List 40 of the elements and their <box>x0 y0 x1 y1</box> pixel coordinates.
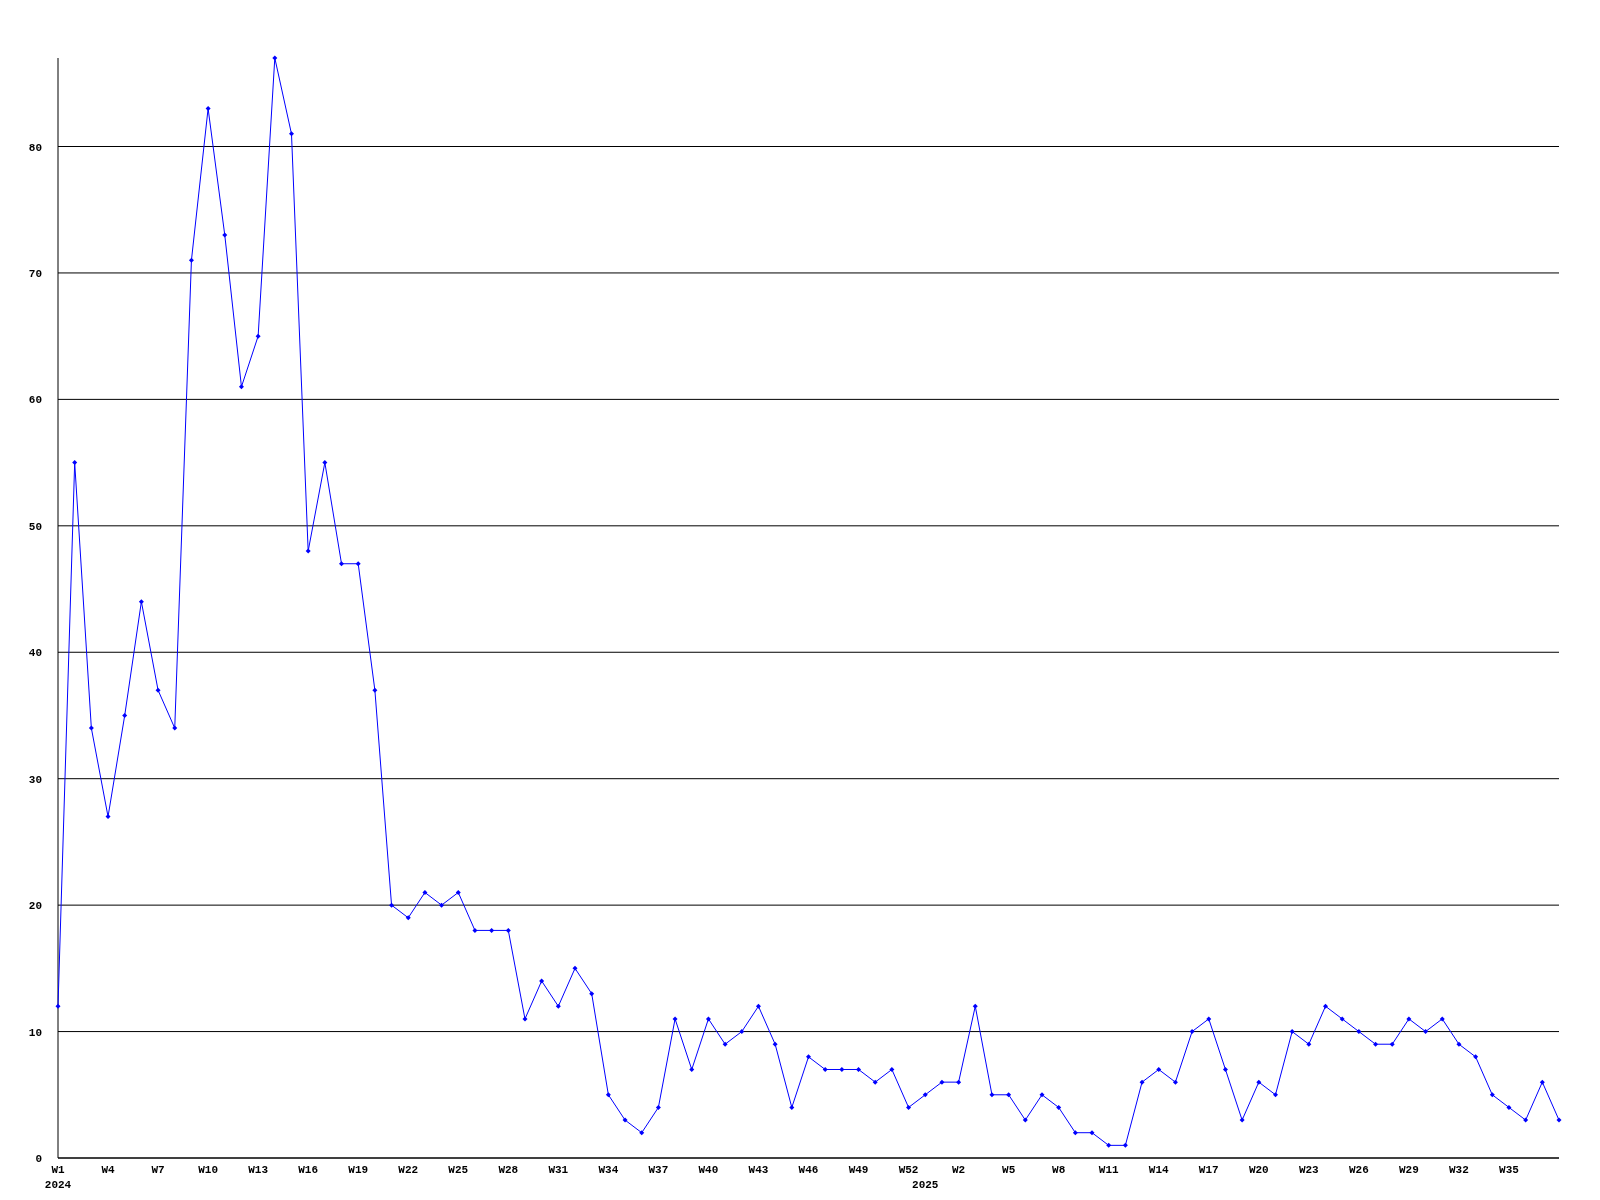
y-tick-label: 10 <box>28 1026 42 1039</box>
x-tick-label: W1 2024 <box>44 1164 72 1191</box>
x-tick-label: W23 <box>1298 1164 1320 1176</box>
y-tick-label: 30 <box>28 773 42 786</box>
x-tick-label: 2025 <box>912 1179 939 1191</box>
x-tick-label: W52 <box>898 1164 919 1176</box>
x-tick-label: W31 <box>548 1164 569 1176</box>
x-tick-label: W22 <box>398 1164 419 1176</box>
x-tick-label: W17 <box>1198 1164 1219 1176</box>
x-tick-label: W35 <box>1499 1164 1520 1176</box>
x-tick-label: W11 <box>1098 1164 1119 1176</box>
x-tick-label: W13 <box>248 1164 269 1176</box>
x-tick-label: W49 <box>848 1164 869 1176</box>
y-tick-label: 50 <box>28 520 42 533</box>
x-tick-label: W16 <box>298 1164 319 1176</box>
x-tick-label: W2 <box>952 1164 966 1176</box>
y-tick-label: 80 <box>28 141 42 154</box>
x-tick-label: W40 <box>698 1164 719 1176</box>
y-tick-label: 20 <box>28 900 42 913</box>
x-tick-label: W32 <box>1449 1164 1469 1176</box>
x-tick-label: W7 <box>151 1164 165 1176</box>
x-tick-label: W43 <box>748 1164 769 1176</box>
x-tick-label: W28 <box>498 1164 519 1176</box>
x-tick-label: W4 <box>101 1164 116 1176</box>
x-tick-label: W5 <box>1002 1164 1016 1176</box>
y-tick-label: 70 <box>28 267 42 280</box>
x-tick-label: W29 <box>1398 1164 1419 1176</box>
x-tick-label: W20 <box>1248 1164 1269 1176</box>
x-tick-label: W26 <box>1348 1164 1369 1176</box>
y-tick-label: 40 <box>28 647 42 660</box>
x-tick-label: W34 <box>598 1164 619 1176</box>
y-tick-label: 60 <box>28 394 42 407</box>
x-tick-label: W37 <box>648 1164 669 1176</box>
y-tick-label: 0 <box>35 1153 42 1165</box>
x-tick-label: W14 <box>1148 1164 1170 1176</box>
x-tick-label: W46 <box>798 1164 819 1176</box>
x-tick-label: W10 <box>198 1164 219 1176</box>
x-tick-label: W25 <box>448 1164 469 1176</box>
x-tick-label: W19 <box>348 1164 369 1176</box>
x-tick-label: W8 <box>1052 1164 1066 1176</box>
